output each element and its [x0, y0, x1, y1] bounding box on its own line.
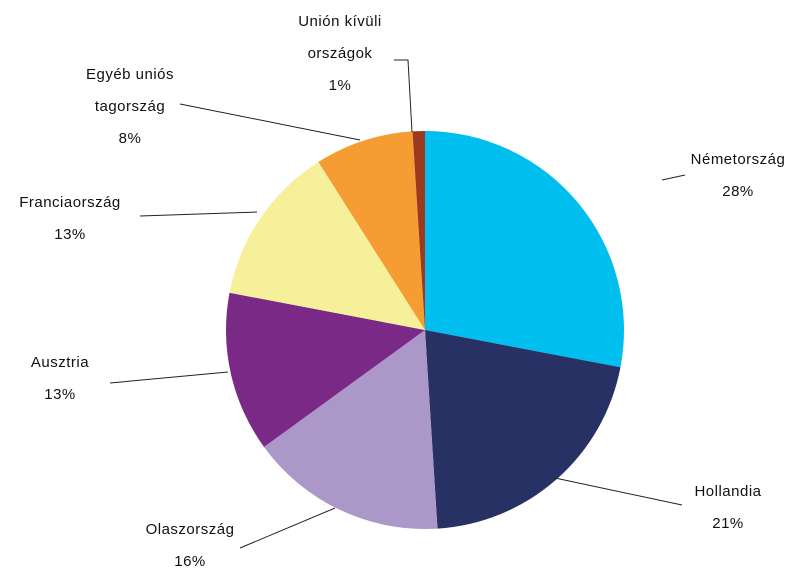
value-label: 28%: [722, 183, 754, 200]
slice-label: Egyéb uniós tagország 8%: [70, 59, 190, 155]
pie-slice: [425, 131, 624, 368]
slice-label: Hollandia 21%: [663, 476, 791, 540]
category-label: Egyéb uniós tagország: [85, 66, 175, 115]
pie-slice: [318, 131, 425, 330]
pie-slice: [229, 161, 425, 330]
pie-slice: [425, 330, 621, 529]
category-label: Németország: [690, 151, 786, 168]
category-label: Franciaország: [19, 194, 121, 211]
leader-line: [239, 507, 336, 549]
pie-slice: [264, 330, 438, 529]
value-label: 13%: [44, 386, 76, 403]
value-label: 16%: [174, 553, 206, 570]
leader-line: [139, 211, 258, 217]
pie-slice: [225, 292, 425, 447]
leader-line: [179, 103, 361, 141]
category-label: Olaszország: [145, 521, 235, 538]
slice-label: Franciaország 13%: [5, 187, 135, 251]
pie-slice: [412, 131, 425, 330]
leader-line: [554, 477, 683, 506]
leader-line: [394, 59, 413, 133]
category-label: Hollandia: [694, 483, 762, 500]
value-label: 13%: [54, 226, 86, 243]
leader-line: [661, 174, 686, 181]
slice-label: Olaszország 16%: [125, 514, 255, 578]
category-label: Unión kívüli országok: [298, 13, 382, 62]
value-label: 8%: [118, 130, 142, 147]
value-label: 21%: [712, 515, 744, 532]
value-label: 1%: [328, 77, 352, 94]
leader-line: [109, 371, 229, 384]
slice-label: Unión kívüli országok 1%: [290, 6, 390, 102]
slice-label: Ausztria 13%: [10, 347, 110, 411]
slice-label: Németország 28%: [673, 144, 791, 208]
category-label: Ausztria: [30, 354, 90, 371]
